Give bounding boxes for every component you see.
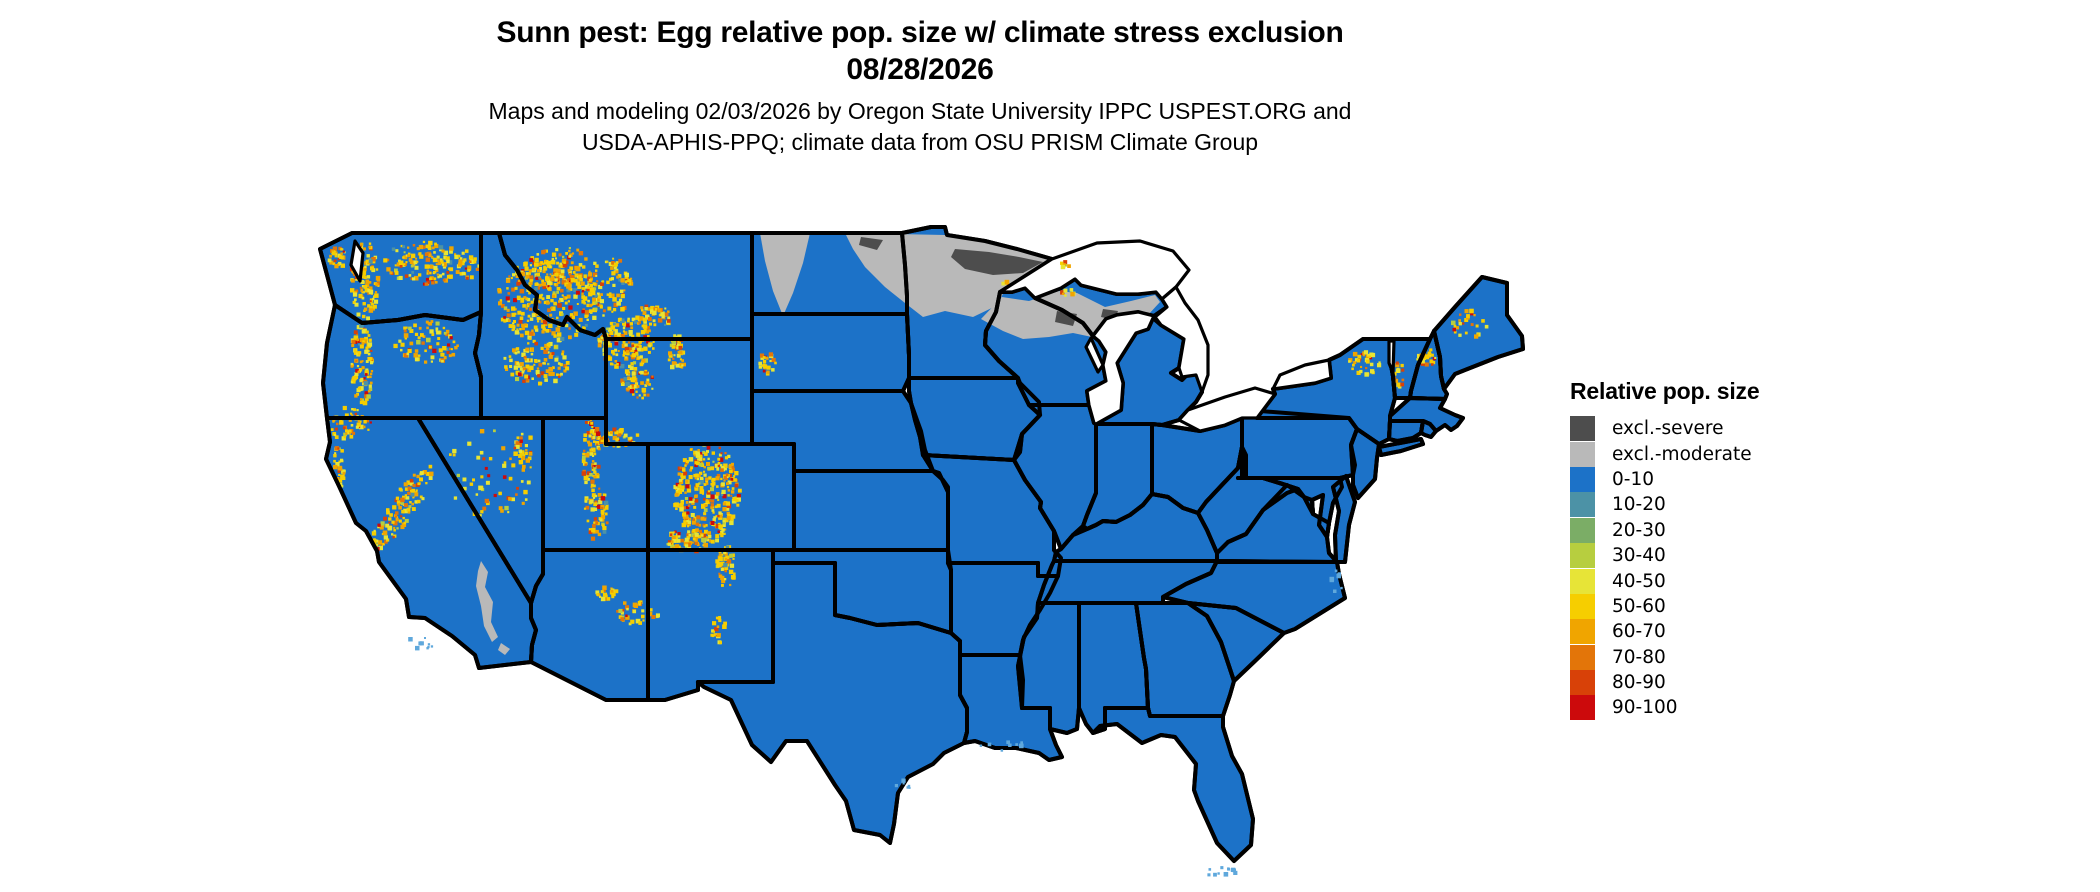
legend-item-label: 80-90 [1612,672,1666,694]
legend: Relative pop. size excl.-severe excl.-mo… [1570,378,1810,721]
legend-item-90-100: 90-100 [1570,695,1810,721]
legend-item-40-50: 40-50 [1570,568,1810,594]
legend-swatch-icon [1570,568,1595,594]
legend-item-label: 70-80 [1612,646,1666,668]
map-title-line1: Sunn pest: Egg relative pop. size w/ cli… [496,16,1344,49]
green-bay [1084,336,1105,374]
lake-champlain [1387,339,1396,375]
excl-severe-region-minnesota [951,249,1043,275]
legend-item-excl-severe: excl.-severe [1570,416,1810,442]
excl-moderate-region-deathvalley-2 [498,643,510,655]
legend-item-60-70: 60-70 [1570,619,1810,645]
excl-severe-region-northdakota [859,237,883,250]
map-subtitle-line2: USDA-APHIS-PPQ; climate data from OSU PR… [581,129,1259,155]
state-borders [318,225,1525,863]
legend-item-10-20: 10-20 [1570,492,1810,518]
state-fl [1091,706,1255,863]
legend-item-70-80: 70-80 [1570,644,1810,670]
legend-swatch-icon [1570,695,1595,721]
legend-swatch-icon [1570,466,1595,492]
map-subtitle: Maps and modeling 02/03/2026 by Oregon S… [250,96,1590,158]
state-nm [646,548,775,702]
great-lakes [349,239,1396,433]
map-title-date: 08/28/2026 [846,53,994,86]
puget-sound [349,239,365,283]
legend-item-label: 20-30 [1612,519,1666,541]
us-map [318,225,1525,877]
excl-moderate-region-deathvalley [476,561,498,642]
legend-swatch-icon [1570,619,1595,645]
legend-swatch-icon [1570,593,1595,619]
legend-item-label: 40-50 [1612,570,1666,592]
state-sd [750,312,911,393]
legend-item-label: 50-60 [1612,595,1666,617]
state-polygons [318,225,1525,863]
legend-item-label: 90-100 [1612,697,1678,719]
coastal-speckles [408,260,1343,877]
legend-item-label: 60-70 [1612,621,1666,643]
lake-michigan [1085,310,1156,426]
lake-erie [1177,386,1277,433]
legend-item-20-30: 20-30 [1570,517,1810,543]
state-ks [792,469,950,552]
legend-swatch-icon [1570,543,1595,569]
legend-item-0-10: 0-10 [1570,466,1810,492]
lake-huron [1153,285,1210,394]
map-subtitle-line1: Maps and modeling 02/03/2026 by Oregon S… [488,98,1352,124]
legend-item-label: excl.-moderate [1612,443,1752,465]
legend-item-30-40: 30-40 [1570,543,1810,569]
legend-swatch-icon [1570,492,1595,518]
us-map-container [305,225,1530,885]
legend-item-label: 10-20 [1612,494,1666,516]
legend-item-80-90: 80-90 [1570,670,1810,696]
legend-title: Relative pop. size [1570,378,1760,404]
state-pa [1240,409,1359,480]
state-or [321,303,483,420]
legend-item-50-60: 50-60 [1570,593,1810,619]
legend-swatch-icon [1570,644,1595,670]
legend-swatch-icon [1570,517,1595,543]
excl-moderate-region-northdakota [760,233,810,316]
legend-item-excl-moderate: excl.-moderate [1570,441,1810,467]
legend-item-label: 30-40 [1612,545,1666,567]
lake-ontario [1271,358,1333,391]
legend-swatch-icon [1570,670,1595,696]
map-title: Sunn pest: Egg relative pop. size w/ cli… [250,14,1590,88]
legend-swatch-icon [1570,416,1595,442]
legend-swatch-icon [1570,441,1595,467]
lake-superior [998,239,1191,301]
legend-item-label: 0-10 [1612,468,1654,490]
legend-items: excl.-severe excl.-moderate 0-10 10-20 2… [1570,416,1810,721]
legend-item-label: excl.-severe [1612,418,1724,440]
